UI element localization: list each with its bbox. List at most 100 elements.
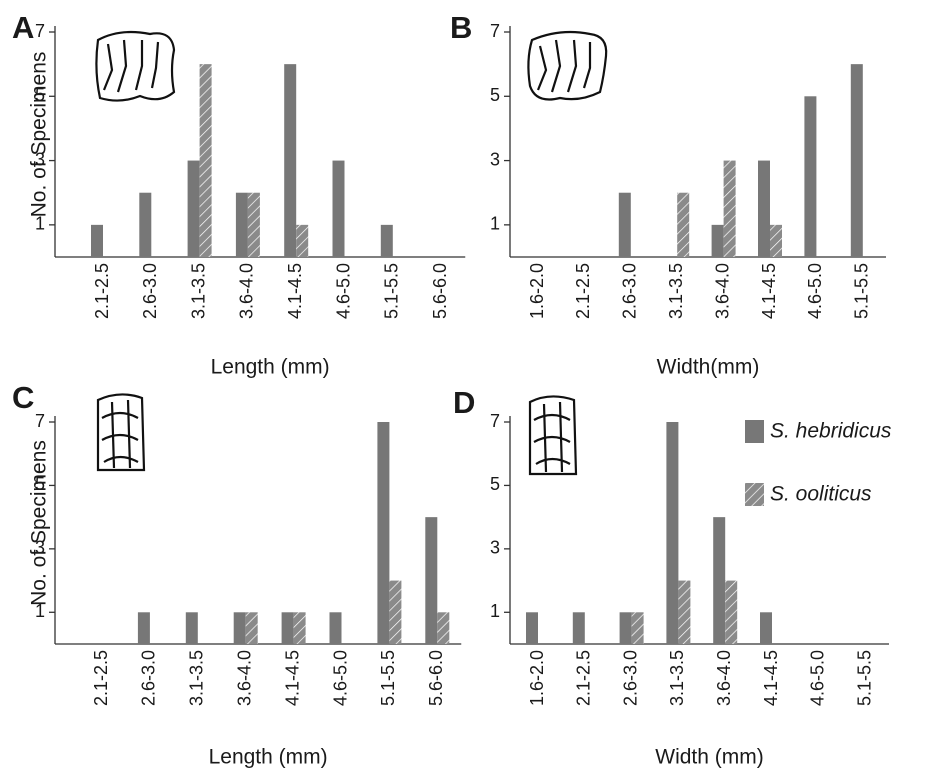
bar bbox=[526, 612, 538, 644]
bar bbox=[631, 612, 644, 644]
bar bbox=[760, 612, 772, 644]
bar bbox=[618, 192, 631, 257]
x-tick-label: 4.1-4.5 bbox=[282, 650, 302, 706]
y-tick-label: 3 bbox=[490, 149, 500, 169]
y-tick-label: 1 bbox=[35, 214, 45, 234]
x-tick-label: 3.6-4.0 bbox=[712, 263, 732, 319]
bar bbox=[725, 580, 738, 644]
bar bbox=[185, 612, 198, 644]
bar bbox=[332, 160, 345, 257]
bar bbox=[619, 612, 632, 644]
bar bbox=[723, 160, 736, 257]
x-axis-title: Width (mm) bbox=[655, 746, 764, 769]
bar bbox=[711, 224, 724, 257]
y-tick-label: 7 bbox=[490, 411, 500, 431]
x-tick-label: 3.6-4.0 bbox=[234, 650, 254, 706]
x-tick-label: 5.1-5.5 bbox=[852, 263, 872, 319]
x-tick-label: 5.1-5.5 bbox=[382, 263, 402, 319]
bar bbox=[199, 64, 212, 258]
x-tick-label: 5.1-5.5 bbox=[854, 650, 874, 706]
y-axis-title: No. of Specimens bbox=[28, 52, 51, 218]
bar bbox=[296, 224, 309, 257]
x-tick-label: 4.6-5.0 bbox=[805, 263, 825, 319]
bar bbox=[377, 422, 390, 644]
legend-swatch bbox=[745, 483, 764, 506]
bar bbox=[187, 160, 200, 257]
y-tick-label: 1 bbox=[490, 601, 500, 621]
y-tick-label: 7 bbox=[35, 411, 45, 431]
bar bbox=[245, 612, 258, 644]
bar bbox=[380, 224, 393, 257]
x-axis-title: Width(mm) bbox=[657, 356, 760, 379]
bar bbox=[758, 160, 770, 257]
tooth-sketch bbox=[95, 30, 608, 476]
x-tick-label: 4.6-5.0 bbox=[330, 650, 350, 706]
y-tick-label: 7 bbox=[490, 21, 500, 41]
legend-label: S. ooliticus bbox=[770, 483, 872, 506]
x-tick-label: 3.1-3.5 bbox=[188, 263, 208, 319]
panel-letter: A bbox=[12, 10, 34, 45]
y-tick-label: 3 bbox=[35, 538, 45, 558]
x-tick-label: 4.1-4.5 bbox=[759, 263, 779, 319]
x-tick-label: 2.1-2.5 bbox=[573, 263, 593, 319]
x-tick-label: 2.6-3.0 bbox=[620, 263, 640, 319]
bar bbox=[677, 192, 690, 257]
bar bbox=[666, 422, 679, 644]
bar bbox=[770, 224, 782, 257]
bar bbox=[389, 580, 402, 644]
x-tick-label: 4.1-4.5 bbox=[285, 263, 305, 319]
y-axis-title: No. of Specimens bbox=[28, 440, 51, 606]
bar bbox=[235, 192, 248, 257]
x-tick-label: 1.6-2.0 bbox=[527, 263, 547, 319]
x-tick-label: 4.1-4.5 bbox=[761, 650, 781, 706]
y-tick-label: 1 bbox=[490, 214, 500, 234]
panel-letter: C bbox=[12, 380, 34, 415]
bar bbox=[572, 612, 585, 644]
legend-swatch bbox=[745, 420, 764, 443]
x-tick-label: 5.1-5.5 bbox=[378, 650, 398, 706]
x-tick-label: 5.6-6.0 bbox=[430, 263, 450, 319]
y-tick-label: 5 bbox=[35, 85, 45, 105]
x-axis-title: Length (mm) bbox=[209, 746, 328, 769]
y-tick-label: 5 bbox=[35, 474, 45, 494]
x-tick-label: 4.6-5.0 bbox=[333, 263, 353, 319]
bar bbox=[804, 96, 817, 258]
x-axis-title: Length (mm) bbox=[211, 356, 330, 379]
y-tick-label: 5 bbox=[490, 85, 500, 105]
bar bbox=[713, 517, 726, 644]
x-tick-label: 3.1-3.5 bbox=[187, 650, 207, 706]
x-tick-label: 3.1-3.5 bbox=[667, 650, 687, 706]
x-tick-label: 2.6-3.0 bbox=[620, 650, 640, 706]
bar bbox=[281, 612, 294, 644]
panel-letter: B bbox=[450, 10, 472, 45]
x-tick-label: 3.6-4.0 bbox=[237, 263, 257, 319]
bar bbox=[425, 517, 438, 644]
x-tick-label: 3.1-3.5 bbox=[666, 263, 686, 319]
bar bbox=[293, 612, 306, 644]
x-tick-label: 2.1-2.5 bbox=[574, 650, 594, 706]
bar bbox=[329, 612, 342, 644]
bar bbox=[139, 192, 152, 257]
x-tick-label: 2.6-3.0 bbox=[140, 263, 160, 319]
x-tick-label: 1.6-2.0 bbox=[527, 650, 547, 706]
x-tick-label: 2.1-2.5 bbox=[91, 650, 111, 706]
x-tick-label: 4.6-5.0 bbox=[808, 650, 828, 706]
x-tick-label: 3.6-4.0 bbox=[714, 650, 734, 706]
bar bbox=[247, 192, 260, 257]
legend-label: S. hebridicus bbox=[770, 420, 892, 443]
bar bbox=[678, 580, 691, 644]
y-tick-label: 7 bbox=[35, 21, 45, 41]
y-tick-label: 1 bbox=[35, 601, 45, 621]
y-tick-label: 3 bbox=[35, 149, 45, 169]
panel-letter: D bbox=[453, 385, 475, 420]
bar bbox=[91, 224, 103, 257]
y-tick-label: 3 bbox=[490, 538, 500, 558]
bar bbox=[137, 612, 150, 644]
y-tick-label: 5 bbox=[490, 474, 500, 494]
x-tick-label: 5.6-6.0 bbox=[426, 650, 446, 706]
bar bbox=[850, 64, 863, 258]
x-tick-label: 2.1-2.5 bbox=[92, 263, 112, 319]
bar bbox=[284, 64, 297, 258]
bar bbox=[233, 612, 246, 644]
